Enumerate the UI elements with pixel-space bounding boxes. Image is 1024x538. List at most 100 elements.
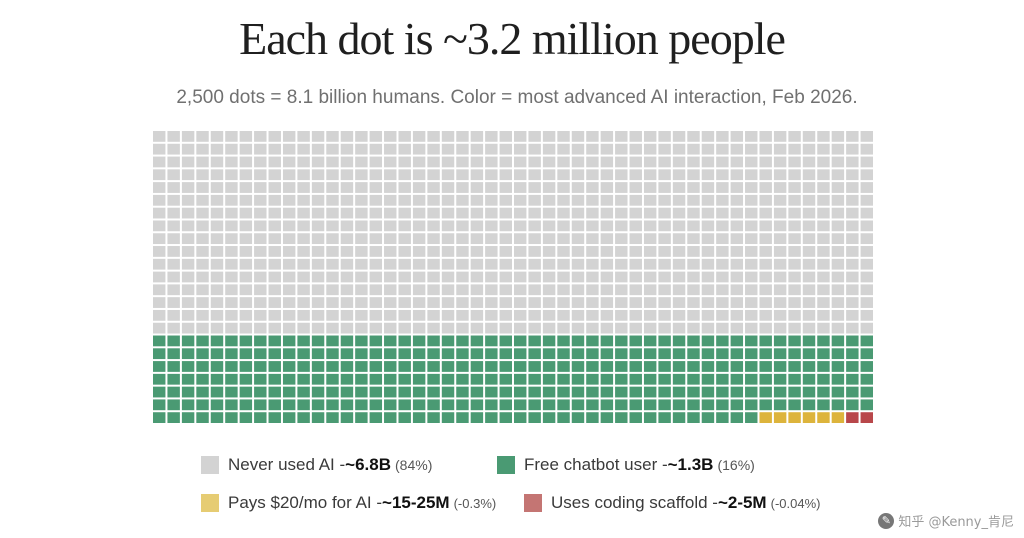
waffle-dot-never-used-ai (441, 284, 455, 296)
waffle-dot-free-chatbot-user (210, 335, 224, 347)
waffle-dot-never-used-ai (528, 131, 541, 142)
waffle-dot-never-used-ai (643, 207, 657, 219)
waffle-dot-never-used-ai (557, 258, 570, 270)
waffle-dot-free-chatbot-user (225, 361, 238, 372)
waffle-dot-never-used-ai (355, 156, 368, 168)
waffle-dot-never-used-ai (181, 143, 195, 155)
waffle-dot-never-used-ai (629, 220, 642, 232)
waffle-dot-never-used-ai (355, 220, 368, 232)
waffle-dot-pays-20-mo-for-ai (831, 412, 845, 423)
waffle-dot-never-used-ai (311, 194, 325, 206)
waffle-dot-never-used-ai (427, 143, 440, 155)
waffle-dot-never-used-ai (427, 271, 440, 283)
waffle-dot-never-used-ai (412, 182, 426, 193)
waffle-dot-never-used-ai (412, 284, 426, 296)
waffle-dot-never-used-ai (687, 131, 700, 142)
waffle-dot-free-chatbot-user (817, 373, 830, 385)
waffle-dot-free-chatbot-user (297, 412, 310, 423)
waffle-dot-never-used-ai (210, 271, 224, 283)
waffle-dot-never-used-ai (745, 271, 758, 283)
waffle-dot-never-used-ai (210, 156, 224, 168)
waffle-dot-free-chatbot-user (167, 361, 180, 372)
waffle-dot-never-used-ai (167, 246, 180, 257)
waffle-dot-free-chatbot-user (398, 386, 411, 398)
waffle-dot-never-used-ai (846, 284, 859, 296)
waffle-dot-never-used-ai (225, 284, 238, 296)
waffle-dot-never-used-ai (297, 322, 310, 334)
waffle-dot-never-used-ai (658, 271, 671, 283)
waffle-dot-free-chatbot-user (340, 386, 354, 398)
waffle-dot-never-used-ai (600, 207, 614, 219)
waffle-dot-free-chatbot-user (528, 412, 541, 423)
waffle-dot-free-chatbot-user (311, 373, 325, 385)
waffle-dot-free-chatbot-user (297, 399, 310, 411)
waffle-dot-never-used-ai (398, 322, 411, 334)
waffle-dot-free-chatbot-user (773, 386, 787, 398)
waffle-dot-never-used-ai (456, 156, 469, 168)
waffle-dot-never-used-ai (210, 297, 224, 308)
waffle-dot-never-used-ai (297, 246, 310, 257)
waffle-dot-free-chatbot-user (643, 412, 657, 423)
waffle-dot-free-chatbot-user (311, 335, 325, 347)
waffle-dot-never-used-ai (398, 284, 411, 296)
waffle-dot-free-chatbot-user (282, 386, 296, 398)
waffle-dot-never-used-ai (355, 246, 368, 257)
waffle-dot-never-used-ai (196, 271, 209, 283)
waffle-dot-never-used-ai (643, 194, 657, 206)
waffle-dot-never-used-ai (773, 322, 787, 334)
waffle-dot-never-used-ai (802, 169, 816, 181)
waffle-dot-never-used-ai (239, 182, 253, 193)
waffle-dot-never-used-ai (398, 156, 411, 168)
waffle-dot-free-chatbot-user (528, 348, 541, 360)
waffle-dot-never-used-ai (427, 220, 440, 232)
waffle-dot-free-chatbot-user (745, 335, 758, 347)
waffle-dot-free-chatbot-user (730, 348, 744, 360)
waffle-dot-free-chatbot-user (788, 361, 801, 372)
waffle-dot-never-used-ai (254, 169, 267, 181)
waffle-dot-free-chatbot-user (586, 412, 599, 423)
waffle-dot-never-used-ai (369, 309, 383, 321)
waffle-dot-free-chatbot-user (384, 373, 397, 385)
waffle-dot-never-used-ai (571, 246, 585, 257)
waffle-dot-free-chatbot-user (297, 348, 310, 360)
waffle-dot-free-chatbot-user (716, 348, 729, 360)
waffle-dot-never-used-ai (181, 131, 195, 142)
waffle-dot-never-used-ai (629, 297, 642, 308)
waffle-dot-free-chatbot-user (846, 335, 859, 347)
waffle-dot-free-chatbot-user (716, 399, 729, 411)
waffle-dot-free-chatbot-user (514, 412, 527, 423)
waffle-dot-free-chatbot-user (701, 348, 715, 360)
waffle-dot-never-used-ai (629, 169, 642, 181)
waffle-dot-free-chatbot-user (153, 412, 166, 423)
waffle-dot-free-chatbot-user (831, 361, 845, 372)
waffle-dot-never-used-ai (485, 258, 498, 270)
waffle-dot-never-used-ai (542, 322, 556, 334)
waffle-dot-never-used-ai (687, 156, 700, 168)
waffle-dot-never-used-ai (254, 258, 267, 270)
waffle-dot-never-used-ai (485, 297, 498, 308)
waffle-dot-never-used-ai (369, 143, 383, 155)
waffle-dot-free-chatbot-user (239, 399, 253, 411)
waffle-dot-never-used-ai (153, 169, 166, 181)
waffle-dot-never-used-ai (153, 258, 166, 270)
waffle-dot-free-chatbot-user (528, 373, 541, 385)
waffle-dot-never-used-ai (254, 309, 267, 321)
waffle-dot-free-chatbot-user (181, 361, 195, 372)
waffle-dot-never-used-ai (528, 246, 541, 257)
waffle-dot-free-chatbot-user (470, 335, 484, 347)
waffle-dot-free-chatbot-user (672, 373, 686, 385)
waffle-dot-never-used-ai (600, 156, 614, 168)
waffle-dot-never-used-ai (802, 233, 816, 245)
waffle-dot-never-used-ai (571, 131, 585, 142)
waffle-dot-never-used-ai (745, 194, 758, 206)
waffle-dot-never-used-ai (629, 258, 642, 270)
waffle-dot-free-chatbot-user (788, 399, 801, 411)
waffle-dot-free-chatbot-user (340, 399, 354, 411)
waffle-dot-never-used-ai (514, 271, 527, 283)
waffle-dot-never-used-ai (831, 143, 845, 155)
waffle-dot-free-chatbot-user (514, 373, 527, 385)
waffle-dot-never-used-ai (340, 169, 354, 181)
waffle-dot-never-used-ai (629, 322, 642, 334)
waffle-dot-never-used-ai (571, 194, 585, 206)
waffle-dot-free-chatbot-user (196, 399, 209, 411)
